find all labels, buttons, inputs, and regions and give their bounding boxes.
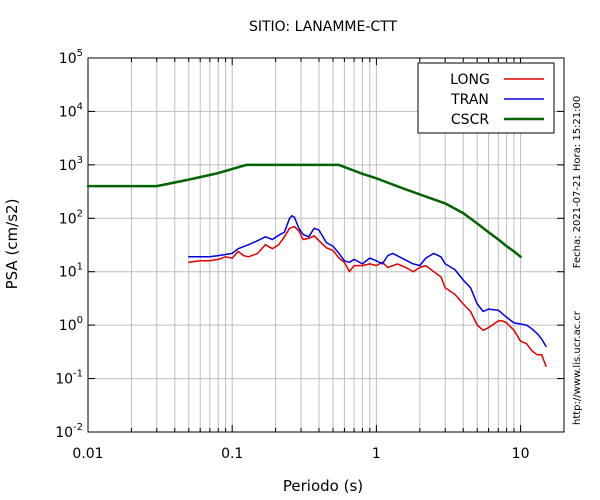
series-line-cscr bbox=[86, 163, 522, 259]
y-tick-label: 103 bbox=[59, 155, 83, 174]
legend-label-long: LONG bbox=[450, 72, 490, 88]
plot-frame bbox=[87, 57, 565, 433]
x-tick-label: 0.01 bbox=[72, 446, 103, 462]
x-tick-label: 10 bbox=[512, 446, 530, 462]
y-tick-label: 10-1 bbox=[55, 369, 83, 388]
date-time-label: Fecha: 2021-07-21 Hora: 15:21:00 bbox=[572, 96, 583, 269]
chart-title: SITIO: LANAMME-CTT bbox=[249, 19, 398, 35]
x-axis-label: Periodo (s) bbox=[283, 477, 363, 495]
y-tick-label: 104 bbox=[59, 101, 83, 120]
x-tick-label: 1 bbox=[372, 446, 381, 462]
axes: 0.01 0.1 1 10 10-2 10-1 100 101 102 103 104 105 bbox=[55, 48, 565, 462]
y-axis-label: PSA (cm/s2) bbox=[3, 199, 21, 290]
legend-label-cscr: CSCR bbox=[451, 112, 489, 128]
series-lines bbox=[86, 163, 547, 368]
y-tick-label: 10-2 bbox=[55, 422, 83, 441]
x-tick-label: 0.1 bbox=[221, 446, 243, 462]
grid bbox=[87, 57, 565, 433]
y-tick-label: 102 bbox=[59, 208, 83, 227]
legend-box bbox=[417, 62, 555, 134]
y-tick-label: 100 bbox=[59, 315, 83, 334]
legend-label-tran: TRAN bbox=[450, 92, 489, 108]
series-line-long bbox=[188, 225, 547, 368]
y-tick-label: 101 bbox=[59, 262, 83, 281]
source-url-label: http://www.lis.ucr.ac.cr bbox=[572, 310, 583, 425]
series-line-tran bbox=[188, 214, 547, 348]
legend: LONG TRAN CSCR bbox=[417, 62, 555, 134]
y-tick-label: 105 bbox=[59, 48, 83, 67]
